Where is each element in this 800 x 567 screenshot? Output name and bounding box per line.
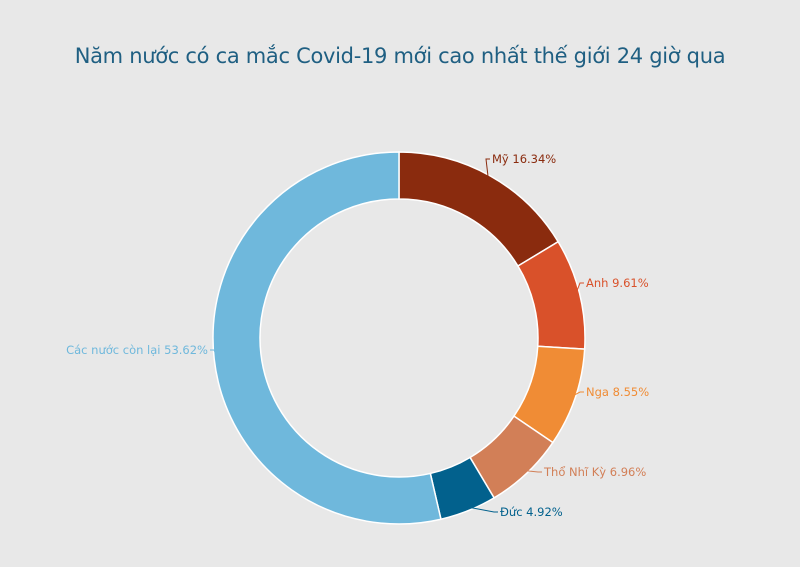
leader-line: [210, 349, 219, 359]
leader-line: [485, 158, 490, 180]
slice-label: Mỹ 16.34%: [492, 152, 556, 166]
slice-label: Nga 8.55%: [586, 385, 649, 399]
donut-slice: [398, 151, 560, 268]
slice-label: Anh 9.61%: [586, 276, 649, 290]
leader-line: [523, 470, 542, 473]
chart-title: Năm nước có ca mắc Covid-19 mới cao nhất…: [74, 44, 726, 68]
leader-line: [571, 391, 584, 398]
leader-line: [575, 282, 584, 295]
leader-line: [466, 506, 498, 513]
slice-label: Đức 4.92%: [500, 505, 563, 519]
slice-label: Các nước còn lại 53.62%: [66, 343, 208, 357]
slice-label: Thổ Nhĩ Kỳ 6.96%: [543, 465, 646, 479]
donut-slice: [212, 151, 442, 525]
